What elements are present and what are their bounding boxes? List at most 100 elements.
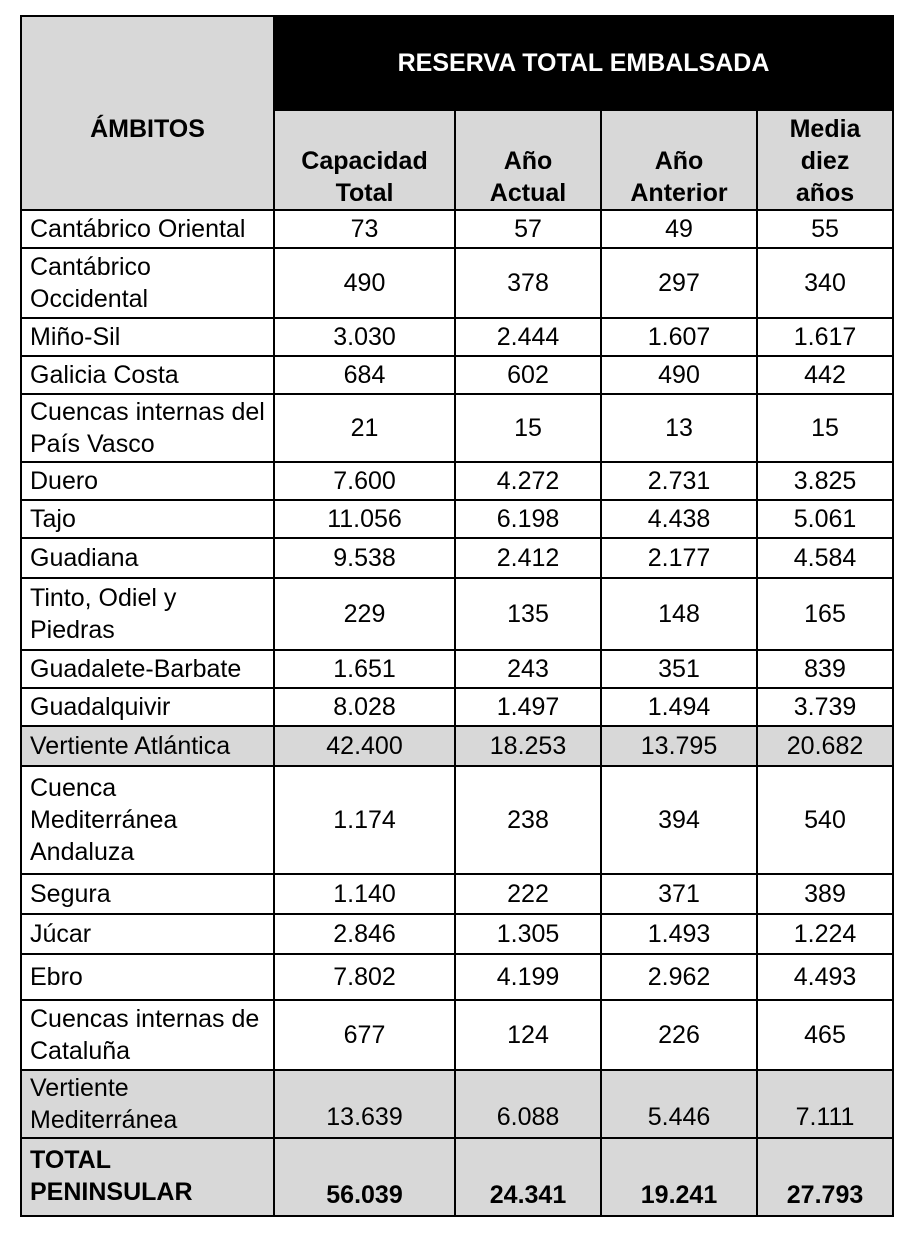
row-value: 148 — [600, 577, 758, 651]
row-value: 226 — [600, 999, 758, 1071]
row-name-text: Miño-Sil — [30, 323, 121, 351]
row-value: 5.446 — [600, 1069, 758, 1139]
row-name: Vertiente Atlántica — [20, 725, 275, 767]
col-header-line: Año — [503, 147, 553, 175]
ambitos-header-label: ÁMBITOS — [90, 115, 205, 143]
row-value: 27.793 — [755, 1137, 895, 1217]
row-value: 4.584 — [755, 537, 895, 579]
row-value: 378 — [454, 247, 602, 319]
row-name: Cuenca Mediterránea Andaluza — [20, 765, 275, 875]
row-value: 222 — [454, 873, 602, 915]
reservoir-table: ÁMBITOS RESERVA TOTAL EMBALSADA Capacida… — [20, 15, 895, 1217]
row-name: Cuencas internas del País Vasco — [20, 393, 275, 463]
row-name: Miño-Sil — [20, 317, 275, 357]
row-value: 4.438 — [600, 499, 758, 539]
row-value: 15 — [755, 393, 895, 463]
col-header-line: Media — [789, 115, 861, 143]
row-name: Cantábrico Occidental — [20, 247, 275, 319]
row-value: 394 — [600, 765, 758, 875]
row-name-text: Vertiente Mediterránea — [30, 1074, 178, 1134]
row-name-text: Cuenca Mediterránea Andaluza — [30, 774, 178, 866]
row-name-text: Cantábrico Oriental — [30, 215, 246, 243]
row-name: Galicia Costa — [20, 355, 275, 395]
row-value: 351 — [600, 649, 758, 689]
table-row: Tinto, Odiel y Piedras 229 135 148 165 — [20, 577, 895, 651]
row-value: 20.682 — [755, 725, 895, 767]
row-value: 2.444 — [454, 317, 602, 357]
table-row: Cantábrico Oriental 73 57 49 55 — [20, 209, 895, 249]
col-header-ano-actual: Año Actual — [454, 109, 602, 211]
row-value: 13.795 — [600, 725, 758, 767]
subtotal-row: Vertiente Atlántica 42.400 18.253 13.795 20.… — [20, 725, 895, 767]
row-value: 3.825 — [755, 461, 895, 501]
row-value: 540 — [755, 765, 895, 875]
row-value: 7.802 — [273, 953, 456, 1001]
table-body: Cantábrico Oriental 73 57 49 55 Cantábrico Oc… — [20, 209, 895, 1217]
row-value: 21 — [273, 393, 456, 463]
row-value: 442 — [755, 355, 895, 395]
row-value: 371 — [600, 873, 758, 915]
row-value: 4.199 — [454, 953, 602, 1001]
row-name: Tajo — [20, 499, 275, 539]
row-value: 243 — [454, 649, 602, 689]
row-value: 1.494 — [600, 687, 758, 727]
row-value: 2.731 — [600, 461, 758, 501]
row-value: 9.538 — [273, 537, 456, 579]
row-value: 124 — [454, 999, 602, 1071]
row-value: 15 — [454, 393, 602, 463]
total-row: TOTAL PENINSULAR 56.039 24.341 19.241 27.793 — [20, 1137, 895, 1217]
row-value: 677 — [273, 999, 456, 1071]
table-row: Segura 1.140 222 371 389 — [20, 873, 895, 915]
row-name-text: Tajo — [30, 505, 76, 533]
row-value: 229 — [273, 577, 456, 651]
row-value: 2.177 — [600, 537, 758, 579]
row-value: 4.493 — [755, 953, 895, 1001]
row-value: 297 — [600, 247, 758, 319]
table-row: Cuencas internas del País Vasco 21 15 13 15 — [20, 393, 895, 463]
col-header-line: años — [795, 179, 855, 207]
row-name-text: Tinto, Odiel y Piedras — [30, 584, 177, 644]
row-name: Segura — [20, 873, 275, 915]
table-row: Tajo 11.056 6.198 4.438 5.061 — [20, 499, 895, 539]
row-value: 3.739 — [755, 687, 895, 727]
row-value: 42.400 — [273, 725, 456, 767]
row-name: TOTAL PENINSULAR — [20, 1137, 275, 1217]
row-value: 13 — [600, 393, 758, 463]
row-value: 49 — [600, 209, 758, 249]
row-value: 465 — [755, 999, 895, 1071]
row-value: 73 — [273, 209, 456, 249]
row-name-text: TOTAL PENINSULAR — [30, 1146, 193, 1206]
table-row: Miño-Sil 3.030 2.444 1.607 1.617 — [20, 317, 895, 357]
row-name: Tinto, Odiel y Piedras — [20, 577, 275, 651]
subtotal-row: Vertiente Mediterránea 13.639 6.088 5.446 7.… — [20, 1069, 895, 1139]
table-row: Cuencas internas de Cataluña 677 124 226 465 — [20, 999, 895, 1071]
table-row: Duero 7.600 4.272 2.731 3.825 — [20, 461, 895, 501]
row-name-text: Guadalete-Barbate — [30, 655, 242, 683]
col-header-line: diez — [800, 147, 850, 175]
col-header-line: Actual — [489, 179, 567, 207]
table-row: Ebro 7.802 4.199 2.962 4.493 — [20, 953, 895, 1001]
table-row: Cuenca Mediterránea Andaluza 1.174 238 394 5… — [20, 765, 895, 875]
row-value: 238 — [454, 765, 602, 875]
row-value: 340 — [755, 247, 895, 319]
row-value: 8.028 — [273, 687, 456, 727]
row-name: Guadalete-Barbate — [20, 649, 275, 689]
table-row: Guadalete-Barbate 1.651 243 351 839 — [20, 649, 895, 689]
row-name-text: Segura — [30, 880, 111, 908]
row-value: 490 — [600, 355, 758, 395]
row-value: 6.198 — [454, 499, 602, 539]
row-value: 1.497 — [454, 687, 602, 727]
row-name: Cantábrico Oriental — [20, 209, 275, 249]
row-value: 684 — [273, 355, 456, 395]
row-value: 1.651 — [273, 649, 456, 689]
row-name: Duero — [20, 461, 275, 501]
row-name: Vertiente Mediterránea — [20, 1069, 275, 1139]
row-value: 7.111 — [755, 1069, 895, 1139]
row-value: 839 — [755, 649, 895, 689]
table-row: Guadiana 9.538 2.412 2.177 4.584 — [20, 537, 895, 579]
col-header-ano-anterior: Año Anterior — [600, 109, 758, 211]
row-name-text: Galicia Costa — [30, 361, 179, 389]
row-value: 3.030 — [273, 317, 456, 357]
row-name-text: Júcar — [30, 920, 92, 948]
row-value: 19.241 — [600, 1137, 758, 1217]
